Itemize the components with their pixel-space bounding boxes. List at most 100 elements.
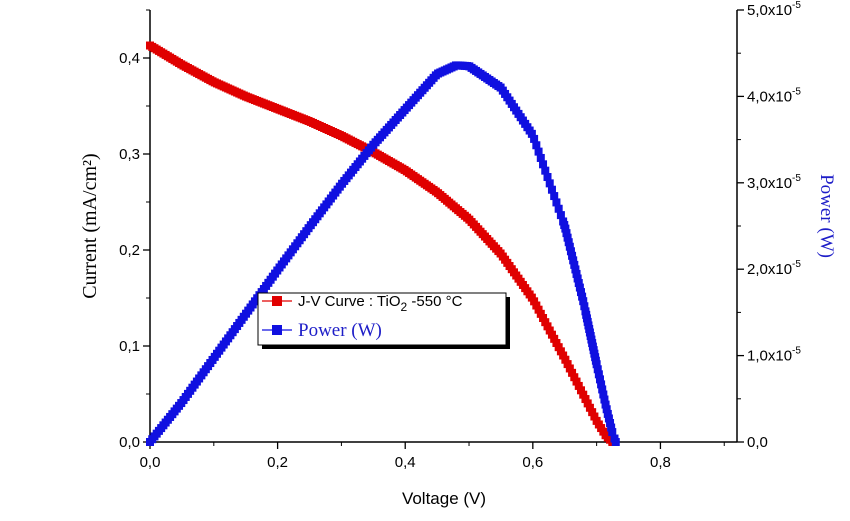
data-point <box>552 198 561 207</box>
y-right-tick-label: 4,0x10-5 <box>747 86 801 105</box>
x-tick-label: 0,8 <box>650 454 671 471</box>
data-point <box>563 360 572 369</box>
y-left-tick-label: 0,2 <box>119 242 140 259</box>
y-right-tick-label: 1,0x10-5 <box>747 346 801 365</box>
data-point <box>583 399 592 408</box>
y-right-axis-label: Power (W) <box>816 174 837 258</box>
data-point <box>547 330 556 339</box>
data-point <box>532 301 541 310</box>
data-point <box>541 318 550 327</box>
data-point <box>554 204 563 213</box>
data-point <box>606 418 615 427</box>
data-point <box>534 305 543 314</box>
data-point <box>576 288 585 297</box>
data-point <box>564 238 573 247</box>
series-power <box>146 61 620 446</box>
y-left-tick-label: 0,1 <box>119 338 140 355</box>
data-point <box>568 251 577 260</box>
data-point <box>543 322 552 331</box>
data-point <box>593 365 602 374</box>
data-point <box>566 247 575 256</box>
legend-item-jv: J-V Curve : TiO2 -550 °C <box>262 293 463 314</box>
data-point <box>570 373 579 382</box>
data-point <box>575 283 584 292</box>
data-point <box>554 343 563 352</box>
legend-jv-label: J-V Curve : TiO2 -550 °C <box>298 293 463 314</box>
data-point <box>602 405 611 414</box>
data-point <box>595 375 604 384</box>
data-point <box>585 403 594 412</box>
legend-box <box>257 292 507 346</box>
data-point <box>559 351 568 360</box>
data-point <box>572 377 581 386</box>
data-point <box>588 408 597 417</box>
legend-jv-marker <box>272 296 282 306</box>
x-ticks: 0,0 0,2 0,4 0,6 0,8 <box>140 442 725 471</box>
data-point <box>578 292 587 301</box>
data-point <box>547 185 556 194</box>
data-point <box>592 360 601 369</box>
data-point <box>590 412 599 421</box>
data-point <box>599 390 608 399</box>
y-left-tick-label: 0,3 <box>119 146 140 163</box>
x-axis-label: Voltage (V) <box>402 489 486 508</box>
y-right-tick-label: 2,0x10-5 <box>747 259 801 278</box>
x-tick-label: 0,6 <box>522 454 543 471</box>
data-point <box>581 395 590 404</box>
data-point <box>541 166 550 175</box>
data-point <box>527 129 536 138</box>
data-point <box>580 302 589 311</box>
series-jv-curve <box>146 41 617 446</box>
data-point <box>561 355 570 364</box>
y-right-ticks: 0,0 1,0x10-5 2,0x10-5 3,0x10-5 4,0x10-5 5,0x1… <box>737 0 801 451</box>
series-layer <box>146 41 620 446</box>
data-point <box>598 385 607 394</box>
legend-power-marker <box>272 325 282 335</box>
data-point <box>594 370 603 379</box>
data-point <box>534 147 543 156</box>
legend-item-power: Power (W) <box>262 320 382 341</box>
data-point <box>530 297 539 306</box>
data-point <box>536 153 545 162</box>
y-right-tick-label: 3,0x10-5 <box>747 173 801 192</box>
data-point <box>601 400 610 409</box>
y-right-tick-label: 5,0x10-5 <box>747 0 801 19</box>
data-point <box>539 314 548 323</box>
x-tick-label: 0,4 <box>395 454 416 471</box>
y-left-tick-label: 0,4 <box>119 50 140 67</box>
legend-power-label: Power (W) <box>298 320 382 341</box>
data-point <box>562 229 571 238</box>
y-left-tick-label: 0,0 <box>119 434 140 451</box>
data-point <box>573 274 582 283</box>
data-point <box>570 260 579 269</box>
data-point <box>571 265 580 274</box>
data-point <box>532 141 541 150</box>
data-point <box>607 423 616 432</box>
data-point <box>576 386 585 395</box>
data-point <box>563 233 572 242</box>
data-point <box>556 347 565 356</box>
data-point <box>550 334 559 343</box>
data-point <box>608 428 617 437</box>
data-point <box>604 414 613 423</box>
data-point <box>536 309 545 318</box>
x-tick-label: 0,2 <box>267 454 288 471</box>
data-point <box>545 179 554 188</box>
y-left-ticks: 0,0 0,1 0,2 0,3 0,4 <box>119 9 150 451</box>
y-left-axis-label: Current (mA/cm²) <box>79 153 101 298</box>
data-point <box>561 224 570 233</box>
x-tick-label: 0,0 <box>140 454 161 471</box>
data-point <box>568 368 577 377</box>
data-point <box>579 297 588 306</box>
data-point <box>569 256 578 265</box>
data-point <box>545 326 554 335</box>
data-point <box>574 279 583 288</box>
legend: J-V Curve : TiO2 -550 °C Power (W) <box>257 292 510 349</box>
data-point <box>550 192 559 201</box>
data-point <box>611 438 620 446</box>
data-point <box>600 395 609 404</box>
y-right-tick-label: 0,0 <box>747 434 768 451</box>
data-point <box>574 381 583 390</box>
data-point <box>543 173 552 182</box>
